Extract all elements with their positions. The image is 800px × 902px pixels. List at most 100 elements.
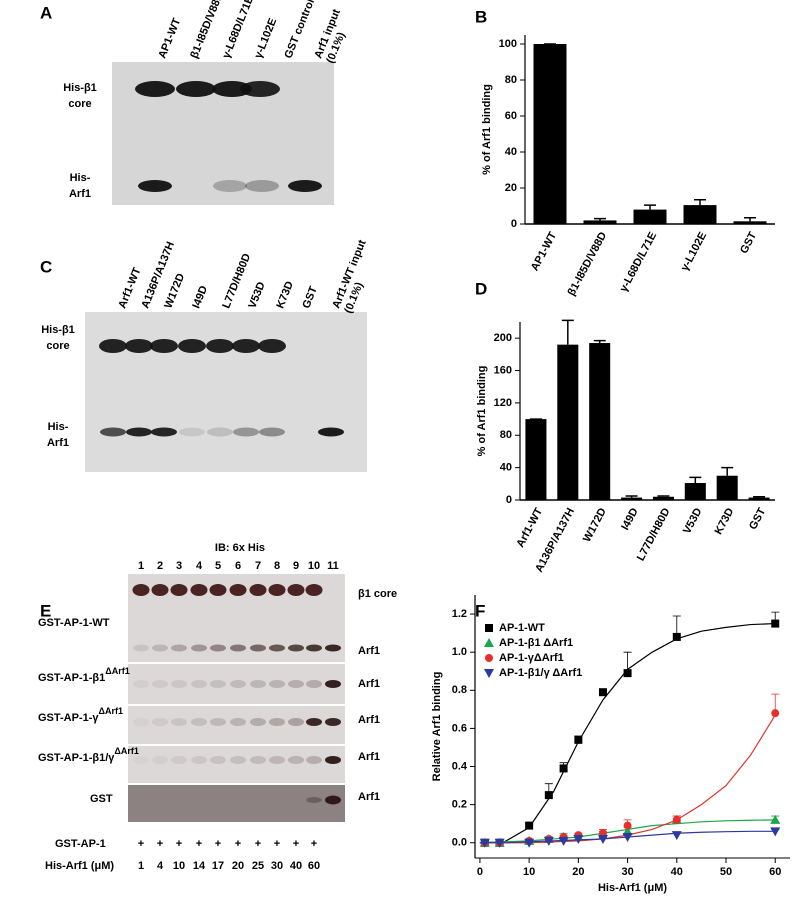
row-label-sup: ΔArf1 (114, 746, 138, 756)
row-label: His-β1 (63, 82, 97, 94)
row-label: Arf1 (47, 437, 69, 449)
column-label: β1-I85D/V88D (188, 0, 225, 60)
band (191, 644, 207, 652)
band (259, 427, 285, 437)
column-label-text: GST (300, 284, 320, 310)
error-bar (594, 217, 606, 221)
column-label-text: W172D (162, 272, 187, 311)
band (250, 756, 266, 764)
point (494, 838, 505, 848)
band-label: Arf1 (358, 791, 380, 803)
x-tick-label: Arf1-WT (514, 506, 545, 550)
plus: + (255, 838, 261, 850)
x-tick-label: γ-L102E (679, 230, 709, 273)
x-tick-label: 20 (572, 866, 584, 878)
row-label-sup: ΔArf1 (99, 706, 123, 716)
band (230, 680, 246, 688)
band (150, 339, 178, 353)
band (288, 644, 304, 652)
band (125, 339, 153, 353)
y-tick-label: 0.4 (452, 760, 468, 772)
band (171, 644, 187, 652)
band (138, 180, 172, 192)
band (171, 756, 187, 764)
band-label: β1 core (358, 588, 397, 600)
band-label: Arf1 (358, 751, 380, 763)
error-bar (689, 476, 702, 484)
x-tick-label: 30 (621, 866, 633, 878)
row-label: core (68, 98, 91, 110)
bar (652, 496, 674, 500)
legend-label: AP-1-WT (499, 622, 545, 634)
point (485, 654, 493, 662)
bar (525, 419, 547, 500)
band (170, 584, 188, 596)
x-tick-label: AP1-WT (529, 230, 560, 273)
point (771, 709, 780, 718)
band (191, 680, 207, 688)
band (318, 427, 344, 437)
column-label: W172D (162, 272, 187, 311)
band (245, 180, 279, 192)
band (207, 427, 233, 437)
column-label: Arf1-WT input(0.1%) (330, 238, 368, 315)
blot (128, 664, 345, 704)
bar (684, 483, 706, 500)
plus: + (176, 838, 182, 850)
band (100, 427, 126, 437)
band (230, 756, 246, 764)
point (672, 815, 681, 824)
plus: + (311, 838, 317, 850)
point (573, 834, 584, 844)
y-tick-label: 0.8 (452, 684, 467, 696)
band (191, 756, 207, 764)
conc: 1 (138, 860, 144, 872)
y-tick-label: 80 (505, 74, 517, 86)
x-tick-label: W172D (581, 506, 609, 544)
lane-number: 5 (215, 560, 221, 572)
row-label: GST-AP-1-WT (38, 617, 110, 629)
column-label-text: V53D (246, 280, 267, 310)
row-label-base: GST-AP-1-β1 (38, 672, 105, 684)
x-tick-label: GST (747, 506, 768, 532)
y-tick-label: 1.2 (452, 608, 467, 620)
point (671, 831, 682, 841)
plus: + (215, 838, 221, 850)
x-tick-label: I49D (619, 506, 641, 532)
x-tick-label: β1-I85D/V88D (566, 230, 610, 298)
point (622, 833, 633, 843)
error-bar (753, 496, 766, 498)
band (176, 81, 216, 97)
band (325, 680, 341, 688)
y-tick-label: 0 (511, 218, 517, 230)
band (288, 756, 304, 764)
band (288, 180, 322, 192)
error-bar (625, 495, 638, 498)
band (250, 680, 266, 688)
band (305, 584, 323, 596)
point (484, 638, 494, 647)
panel-label: B (475, 7, 487, 26)
y-tick-label: 20 (505, 182, 517, 194)
column-label: V53D (246, 280, 267, 310)
row-label: GST-AP-1-β1ΔArf1 (38, 666, 130, 684)
conc: 30 (271, 860, 283, 872)
band (325, 644, 341, 652)
band (152, 756, 168, 764)
band (210, 756, 226, 764)
y-tick-label: 160 (494, 364, 512, 376)
band (230, 644, 246, 652)
band (151, 427, 177, 437)
band (230, 718, 246, 726)
y-tick-label: 100 (499, 38, 517, 50)
plus: + (274, 838, 280, 850)
band (213, 180, 247, 192)
band (210, 680, 226, 688)
column-label: GST (300, 284, 320, 310)
column-label-text: γ-L102E (252, 17, 279, 61)
row-label: core (46, 340, 69, 352)
y-tick-label: 120 (494, 397, 512, 409)
band (268, 584, 286, 596)
point (770, 814, 781, 824)
error-bar (657, 495, 670, 497)
